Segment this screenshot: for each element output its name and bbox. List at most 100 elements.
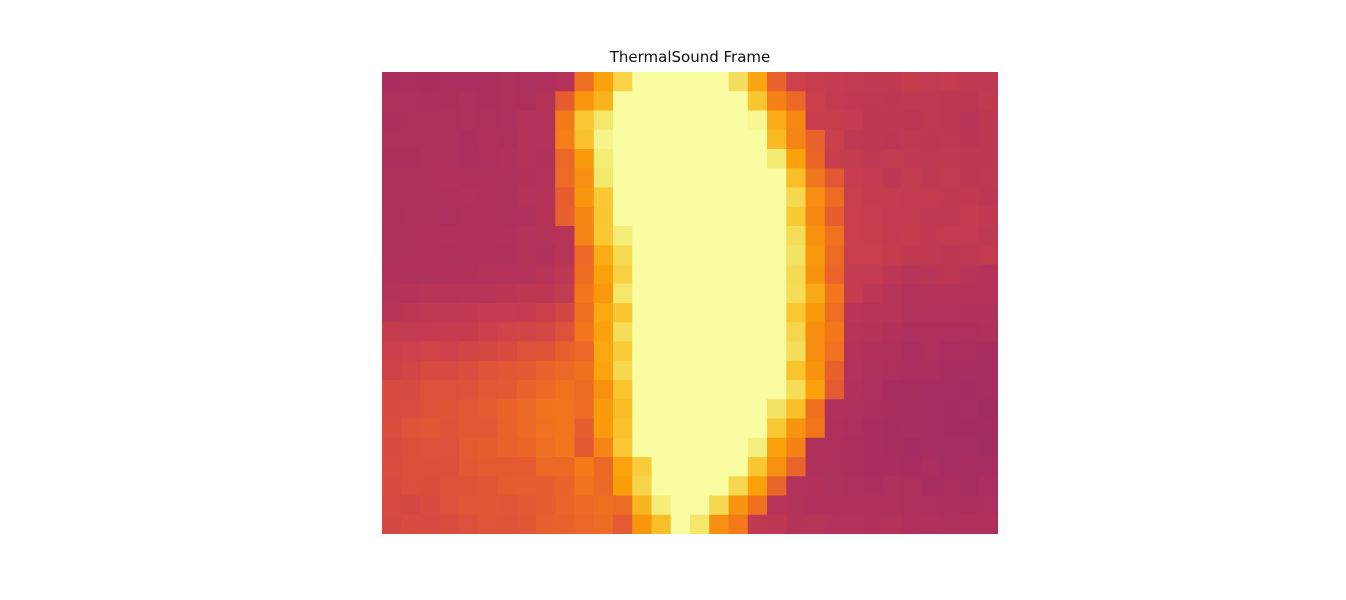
heatmap-cell xyxy=(709,283,729,304)
heatmap-cell xyxy=(401,110,421,131)
heatmap-cell xyxy=(882,264,903,285)
heatmap-cell xyxy=(940,206,960,227)
heatmap-cell xyxy=(690,303,710,323)
heatmap-cell xyxy=(882,360,903,381)
heatmap-cell xyxy=(690,168,710,188)
heatmap-cell xyxy=(478,380,498,400)
heatmap-cell xyxy=(382,514,402,534)
heatmap-cell xyxy=(940,72,960,92)
heatmap-cell xyxy=(767,110,787,131)
heatmap-cell xyxy=(863,457,883,477)
heatmap-cell xyxy=(805,476,826,496)
heatmap-cell xyxy=(940,360,960,381)
heatmap-cell xyxy=(709,380,729,400)
heatmap-cell xyxy=(940,437,960,458)
heatmap-cell xyxy=(516,418,537,439)
heatmap-cell xyxy=(401,399,421,419)
heatmap-cell xyxy=(555,437,575,458)
heatmap-cell xyxy=(593,283,614,304)
heatmap-cell xyxy=(940,283,960,304)
heatmap-cell xyxy=(824,226,845,246)
heatmap-cell xyxy=(882,149,903,169)
heatmap-cell xyxy=(767,129,787,150)
heatmap-cell xyxy=(651,226,672,246)
heatmap-cell xyxy=(632,245,652,265)
heatmap-cell xyxy=(786,149,806,169)
heatmap-cell xyxy=(882,226,903,246)
heatmap-cell xyxy=(728,476,749,496)
heatmap-cell xyxy=(574,283,595,304)
heatmap-cell xyxy=(728,514,749,534)
heatmap-cell xyxy=(786,168,806,188)
heatmap-cell xyxy=(690,399,710,419)
heatmap-cell xyxy=(805,437,826,458)
heatmap-cell xyxy=(574,380,595,400)
heatmap-cell xyxy=(767,418,787,439)
heatmap-cell xyxy=(516,149,537,169)
heatmap-cell xyxy=(728,360,749,381)
heatmap-cell xyxy=(959,226,980,246)
heatmap-cell xyxy=(690,380,710,400)
heatmap-cell xyxy=(632,437,652,458)
heatmap-cell xyxy=(593,418,614,439)
heatmap-cell xyxy=(632,418,652,439)
heatmap-cell xyxy=(747,437,768,458)
heatmap-cell xyxy=(978,495,998,516)
heatmap-cell xyxy=(747,399,768,419)
heatmap-cell xyxy=(459,283,479,304)
heatmap-cell xyxy=(978,476,998,496)
heatmap-cell xyxy=(593,476,614,496)
heatmap-cell xyxy=(555,495,575,516)
heatmap-cell xyxy=(882,380,903,400)
heatmap-cell xyxy=(824,91,845,111)
heatmap-cell xyxy=(901,206,922,227)
heatmap-cell xyxy=(844,457,864,477)
heatmap-cell xyxy=(844,168,864,188)
heatmap-cell xyxy=(728,437,749,458)
heatmap-cell xyxy=(709,72,729,92)
heatmap-cell xyxy=(844,437,864,458)
heatmap-cell xyxy=(901,72,922,92)
heatmap-cell xyxy=(690,457,710,477)
heatmap-cell xyxy=(978,226,998,246)
heatmap-cell xyxy=(613,341,633,362)
heatmap-cell xyxy=(497,72,518,92)
heatmap-cell xyxy=(651,129,672,150)
heatmap-cell xyxy=(690,495,710,516)
heatmap-cell xyxy=(959,245,980,265)
heatmap-cell xyxy=(382,418,402,439)
heatmap-cell xyxy=(863,72,883,92)
heatmap-cell xyxy=(497,187,518,208)
heatmap-cell xyxy=(459,72,479,92)
heatmap-cell xyxy=(690,245,710,265)
heatmap-cell xyxy=(824,245,845,265)
heatmap-cell xyxy=(921,72,941,92)
heatmap-cell xyxy=(555,341,575,362)
heatmap-cell xyxy=(536,303,556,323)
heatmap-cell xyxy=(613,437,633,458)
heatmap-cell xyxy=(747,418,768,439)
heatmap-cell xyxy=(767,264,787,285)
heatmap-cell xyxy=(459,457,479,477)
heatmap-cell xyxy=(574,322,595,342)
heatmap-cell xyxy=(555,149,575,169)
heatmap-cell xyxy=(901,303,922,323)
heatmap-cell xyxy=(632,495,652,516)
heatmap-cell xyxy=(901,495,922,516)
heatmap-cell xyxy=(863,187,883,208)
heatmap-cell xyxy=(593,264,614,285)
heatmap-cell xyxy=(420,418,441,439)
heatmap-cell xyxy=(574,437,595,458)
heatmap-cell xyxy=(574,264,595,285)
heatmap-cell xyxy=(940,226,960,246)
heatmap-cell xyxy=(670,72,691,92)
heatmap-cell xyxy=(516,72,537,92)
heatmap-cell xyxy=(382,129,402,150)
heatmap-cell xyxy=(613,360,633,381)
heatmap-cell xyxy=(709,149,729,169)
heatmap-cell xyxy=(728,129,749,150)
heatmap-cell xyxy=(632,399,652,419)
heatmap-cell xyxy=(959,457,980,477)
heatmap-cell xyxy=(978,341,998,362)
heatmap-cell xyxy=(882,129,903,150)
